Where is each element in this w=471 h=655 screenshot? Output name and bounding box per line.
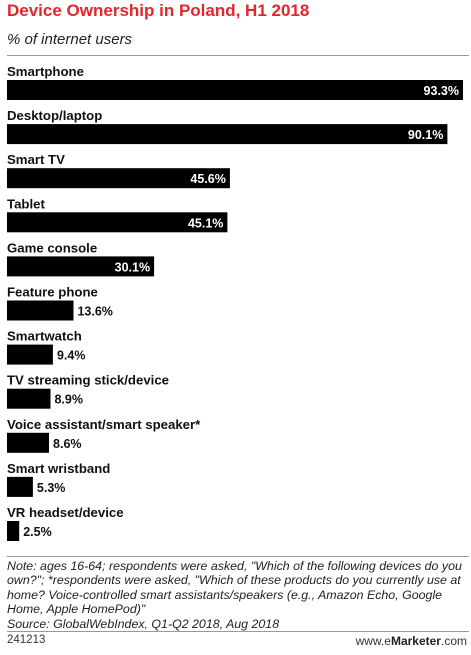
note-divider — [7, 556, 469, 557]
brand-name: Marketer — [390, 634, 441, 648]
chart-title: Device Ownership in Poland, H1 2018 — [7, 1, 310, 20]
category-label-game-console: Game console — [7, 240, 97, 255]
footer-divider — [7, 631, 469, 632]
category-label-tv-streaming-stick-device: TV streaming stick/device — [7, 373, 169, 388]
brand-suffix: .com — [440, 634, 467, 648]
value-label-smart-tv: 45.6% — [190, 172, 225, 186]
source-text: Source: GlobalWebIndex, Q1-Q2 2018, Aug … — [7, 616, 280, 631]
value-label-smartwatch: 9.4% — [57, 349, 86, 363]
bar-smartphone — [7, 80, 463, 100]
chart-subtitle: % of internet users — [7, 31, 133, 48]
value-label-voice-assistant-smart-speaker: 8.6% — [53, 437, 81, 451]
value-label-tv-streaming-stick-device: 8.9% — [54, 393, 83, 407]
bar-desktop-laptop — [7, 124, 448, 145]
value-label-desktop-laptop: 90.1% — [408, 128, 443, 142]
category-label-feature-phone: Feature phone — [7, 285, 98, 300]
bar-smart-wristband — [7, 476, 33, 497]
value-label-tablet: 45.1% — [188, 216, 223, 230]
category-label-smartwatch: Smartwatch — [7, 329, 82, 344]
brand-logo: www.eMarketer.com — [356, 634, 467, 648]
category-label-smart-tv: Smart TV — [7, 152, 65, 167]
category-label-smart-wristband: Smart wristband — [7, 461, 110, 476]
value-label-smartphone: 93.3% — [424, 84, 459, 98]
value-label-feature-phone: 13.6% — [77, 305, 112, 319]
bar-vr-headset-device — [7, 521, 20, 541]
chart-id: 241213 — [7, 634, 46, 646]
title-divider — [7, 55, 469, 56]
brand-e: e — [384, 634, 391, 648]
chart-notes: Note: ages 16-64; respondents were asked… — [7, 559, 469, 631]
value-label-smart-wristband: 5.3% — [37, 481, 65, 495]
value-label-game-console: 30.1% — [115, 260, 150, 274]
note-text: Note: ages 16-64; respondents were asked… — [7, 559, 462, 617]
brand-prefix: www. — [355, 634, 385, 648]
bar-tablet — [7, 212, 228, 233]
bar-tv-streaming-stick-device — [7, 388, 51, 409]
category-label-desktop-laptop: Desktop/laptop — [7, 108, 102, 123]
bar-feature-phone — [7, 300, 74, 321]
bar-smartwatch — [7, 344, 53, 365]
category-label-tablet: Tablet — [7, 196, 45, 211]
bar-smart-tv — [7, 168, 230, 189]
bar-voice-assistant-smart-speaker — [7, 432, 49, 453]
bar-chart: Smartphone 93.3% Desktop/laptop 90.1% Smart … — [7, 64, 463, 541]
category-label-smartphone: Smartphone — [7, 64, 84, 79]
category-label-voice-assistant-smart-speaker: Voice assistant/smart speaker* — [7, 417, 201, 432]
category-label-vr-headset-device: VR headset/device — [7, 505, 124, 520]
bar-game-console — [7, 256, 155, 277]
value-label-vr-headset-device: 2.5% — [23, 525, 52, 539]
